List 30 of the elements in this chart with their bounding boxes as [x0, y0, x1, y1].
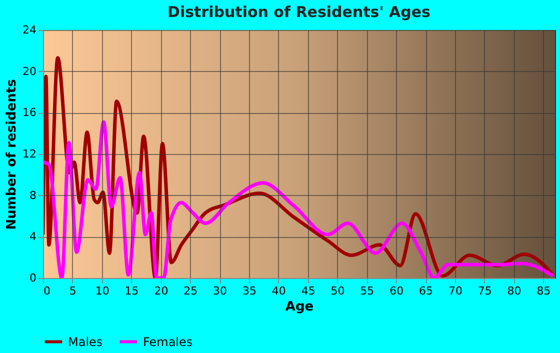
y-tick-label: 8 — [30, 188, 36, 202]
x-tick-label: 50 — [330, 284, 345, 298]
x-tick-label: 60 — [390, 284, 404, 298]
legend-label: Males — [68, 334, 103, 349]
x-tick-label: 70 — [448, 284, 462, 298]
x-tick-label: 0 — [44, 284, 50, 298]
x-tick-label: 85 — [536, 284, 551, 298]
x-tick-label: 80 — [507, 284, 522, 298]
y-tick-label: 12 — [22, 148, 36, 160]
legend-label: Females — [143, 334, 193, 349]
x-tick-label: 65 — [419, 284, 434, 298]
x-tick-label: 55 — [360, 284, 374, 298]
y-tick-label: 20 — [22, 64, 36, 78]
y-axis-title: Number of residents — [4, 78, 20, 230]
x-tick-label: 40 — [272, 284, 286, 298]
x-tick-label: 75 — [478, 284, 492, 298]
x-tick-label: 15 — [124, 284, 139, 298]
x-tick-label: 25 — [184, 284, 198, 298]
chart-title: Distribution of Residents' Ages — [168, 3, 431, 21]
y-tick-label: 4 — [30, 230, 36, 244]
x-tick-label: 30 — [213, 284, 228, 298]
x-tick-label: 20 — [154, 284, 168, 298]
x-tick-label: 45 — [301, 284, 316, 298]
x-axis-title: Age — [285, 300, 314, 314]
y-tick-label: 24 — [22, 24, 36, 36]
x-tick-label: 10 — [95, 284, 110, 298]
x-tick-label: 5 — [69, 284, 76, 298]
y-tick-label: 0 — [30, 272, 36, 284]
y-tick-label: 16 — [22, 106, 36, 120]
x-tick-label: 35 — [242, 284, 256, 298]
